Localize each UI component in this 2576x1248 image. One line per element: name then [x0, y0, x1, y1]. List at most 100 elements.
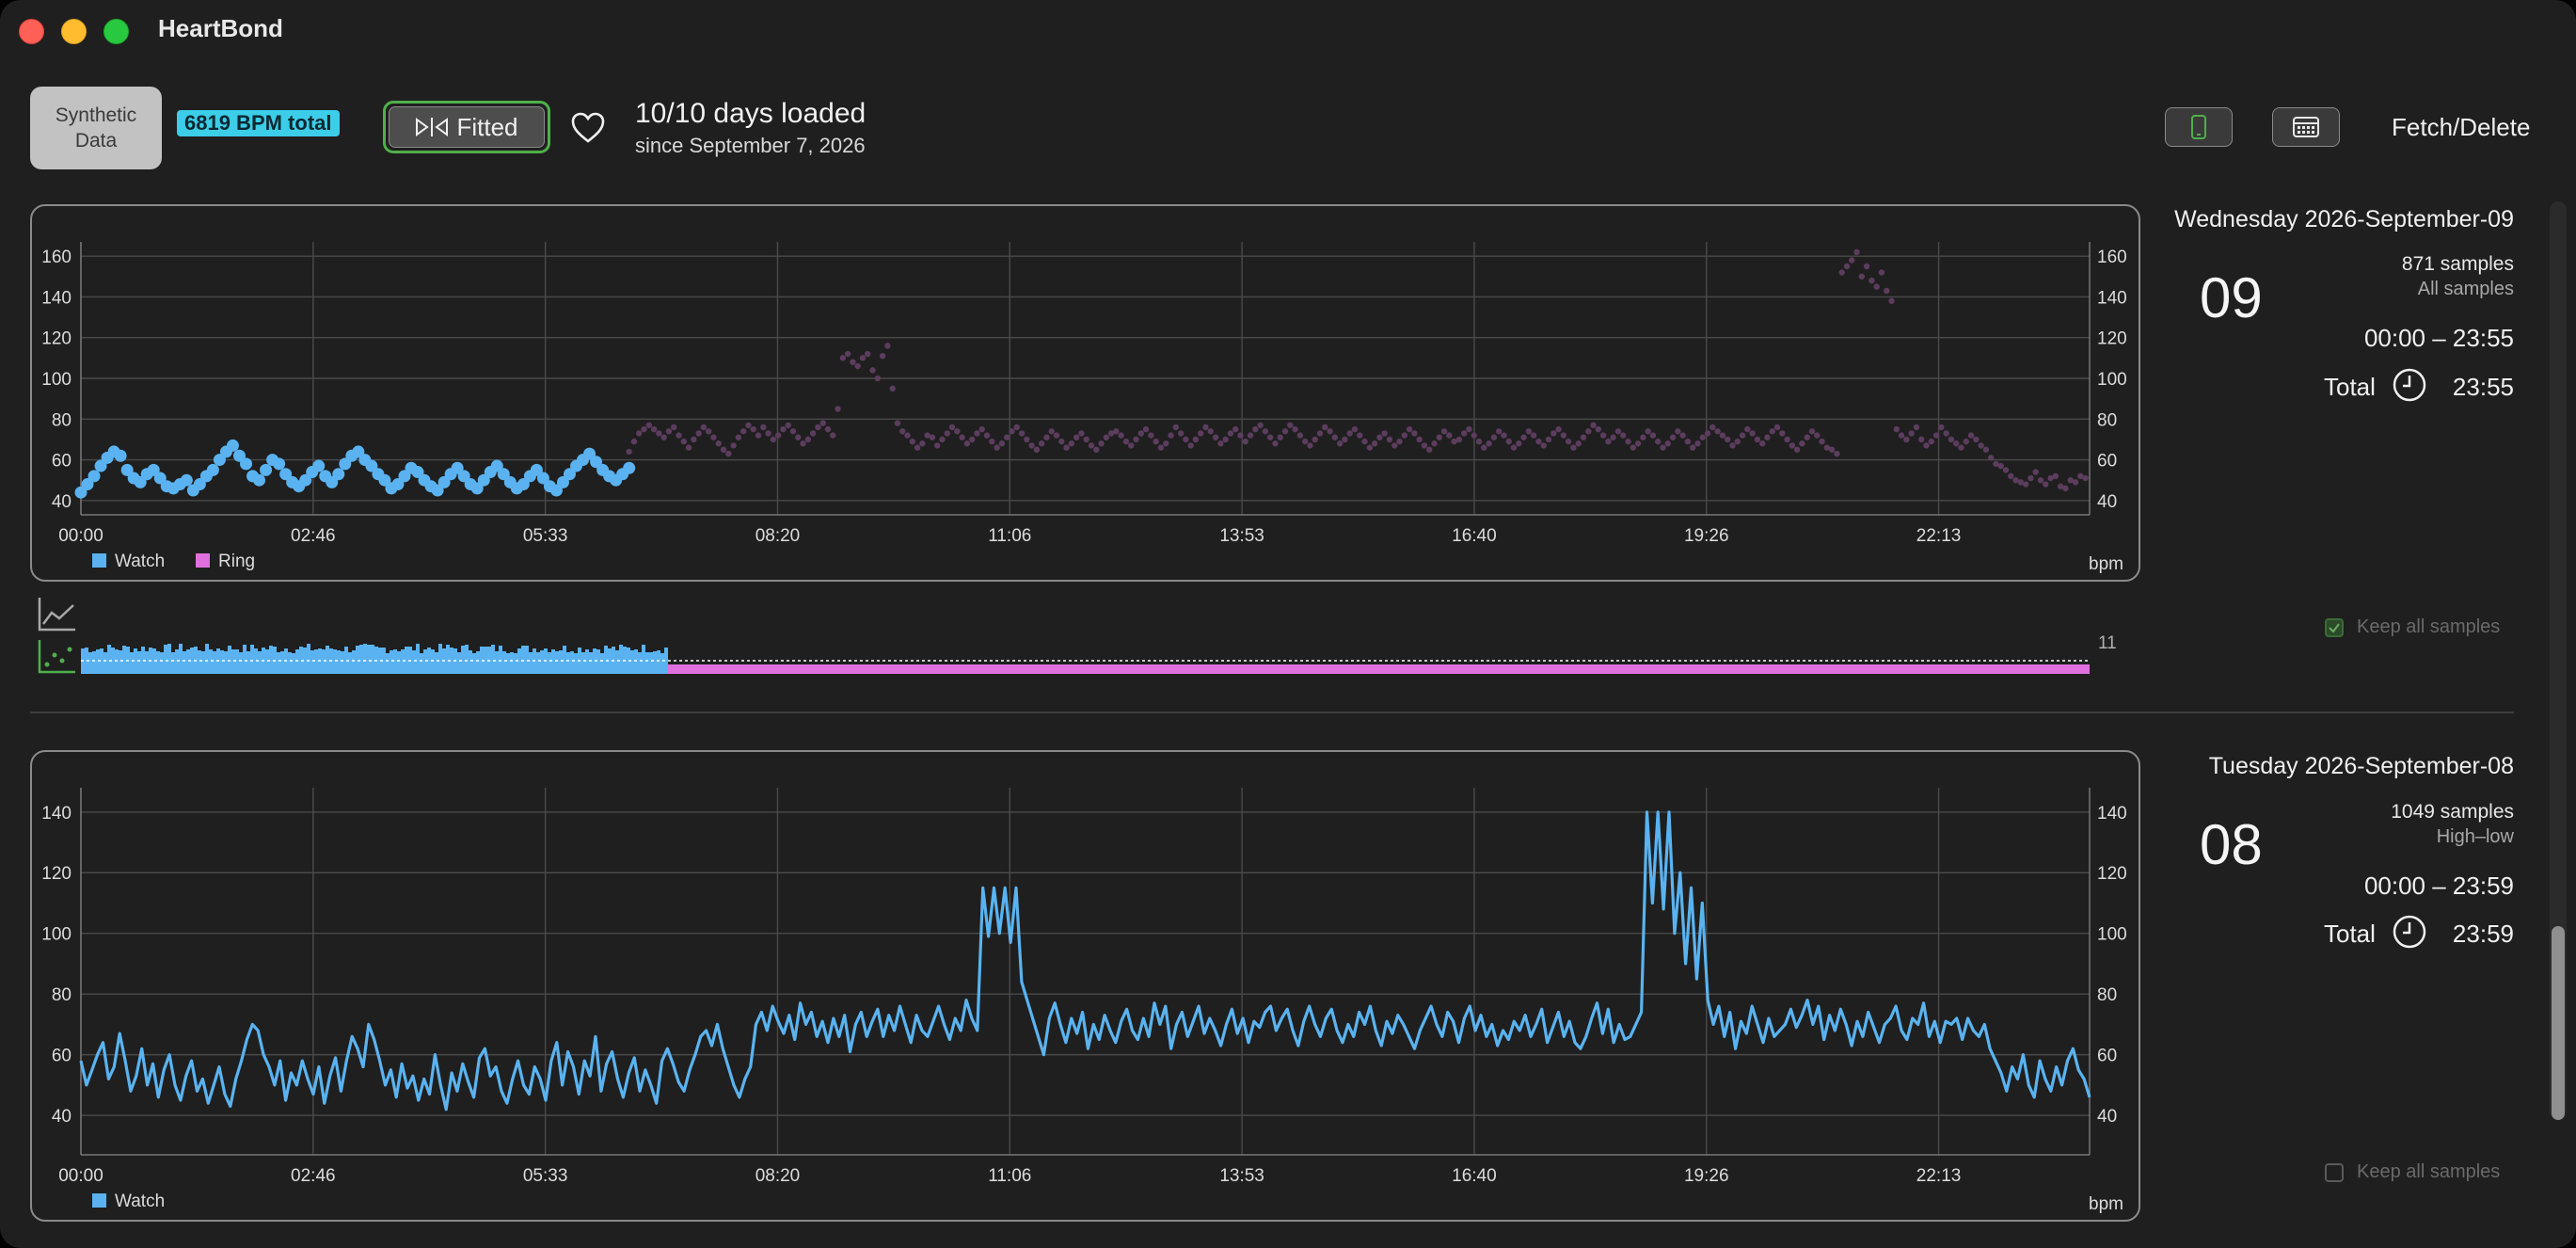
- ring-point: [1505, 438, 1512, 445]
- watch-point: [332, 468, 345, 481]
- watch-density-bar: [356, 646, 359, 674]
- ring-point: [2072, 479, 2079, 486]
- day2-keep-all-checkbox[interactable]: [2325, 1162, 2344, 1182]
- ring-point: [830, 432, 836, 439]
- ring-point: [730, 442, 737, 449]
- watch-density-bar: [634, 649, 638, 674]
- ring-point: [1351, 425, 1359, 433]
- watch-source-button[interactable]: [2165, 107, 2233, 147]
- legend-label-watch: Watch: [115, 1192, 165, 1211]
- watch-density-bar: [435, 652, 438, 674]
- watch-point: [147, 463, 160, 476]
- day1-sample-count: 871 samples: [2401, 253, 2514, 275]
- ring-point: [884, 343, 891, 349]
- ring-point: [1316, 430, 1324, 437]
- watch-point: [299, 473, 312, 487]
- ring-point: [1058, 438, 1065, 445]
- watch-density-bar: [352, 650, 356, 674]
- x-tick-label: 02:46: [291, 1166, 336, 1186]
- watch-density-bar: [566, 652, 570, 674]
- ring-point: [1535, 438, 1542, 445]
- watch-density-bar: [484, 647, 487, 674]
- heart-icon[interactable]: [570, 111, 606, 145]
- ring-point: [1098, 440, 1105, 447]
- ring-point: [1376, 434, 1383, 440]
- watch-density-bar: [363, 644, 367, 674]
- ring-point: [1122, 438, 1130, 445]
- day1-heart-rate-chart[interactable]: 00:00 02:46 05:33 08:20 11:06 13:53 16:40 19:26…: [32, 206, 2139, 580]
- ring-point: [1217, 440, 1224, 447]
- watch-density-bar: [438, 644, 442, 674]
- ring-point: [1406, 425, 1413, 433]
- watch-density-bar: [645, 652, 649, 674]
- calendar-button[interactable]: [2272, 107, 2340, 147]
- watch-density-bar: [390, 650, 393, 674]
- watch-density-bar: [514, 653, 517, 674]
- legend-swatch-ring: [196, 553, 210, 568]
- y-tick-label-right: 140: [2097, 804, 2127, 824]
- day1-keep-all-samples[interactable]: Keep all samples: [2325, 616, 2500, 638]
- ring-point: [1386, 436, 1393, 443]
- ring-point: [1312, 436, 1318, 443]
- fetch-delete-button[interactable]: Fetch/Delete: [2392, 113, 2531, 141]
- ring-point: [1421, 442, 1428, 449]
- day1-keep-all-checkbox[interactable]: [2325, 617, 2344, 637]
- ring-point: [894, 420, 901, 426]
- ring-point: [1142, 425, 1150, 433]
- watch-density-bar: [420, 653, 423, 674]
- watch-density-bar: [265, 649, 269, 674]
- ring-point: [1570, 444, 1577, 451]
- watch-density-bar: [307, 644, 310, 674]
- watch-density-bar: [431, 649, 435, 674]
- watch-density-bar: [228, 646, 231, 674]
- watch-point: [536, 472, 549, 485]
- ring-point: [1858, 273, 1866, 280]
- ring-point: [819, 420, 826, 426]
- watch-density-bar: [209, 649, 213, 674]
- zoom-window-button[interactable]: [103, 19, 129, 44]
- y-tick-label-left: 60: [52, 1047, 72, 1066]
- watch-density-bar: [608, 648, 612, 674]
- ring-point: [1828, 446, 1836, 453]
- watch-density-bar: [280, 651, 284, 674]
- ring-point: [1431, 440, 1438, 447]
- ring-point: [839, 355, 847, 361]
- watch-density-bar: [322, 649, 326, 674]
- scrollbar-track[interactable]: [2550, 201, 2567, 1120]
- ring-point: [1510, 444, 1518, 451]
- ring-point: [706, 428, 712, 435]
- day2-keep-all-samples[interactable]: Keep all samples: [2325, 1161, 2500, 1183]
- y-tick-label-left: 40: [52, 492, 72, 512]
- day2-heart-rate-chart[interactable]: 00:00 02:46 05:33 08:20 11:06 13:53 16:40 19:26…: [32, 752, 2139, 1220]
- minimize-window-button[interactable]: [61, 19, 87, 44]
- ring-point: [1928, 438, 1934, 445]
- ring-point: [1834, 450, 1840, 457]
- ring-point: [865, 350, 871, 358]
- ring-point: [1068, 440, 1075, 447]
- synthetic-data-button[interactable]: Synthetic Data: [30, 87, 162, 169]
- ring-point: [983, 432, 991, 439]
- ring-point: [1088, 442, 1095, 449]
- fitted-toggle-button[interactable]: Fitted: [389, 106, 545, 148]
- ring-point: [1799, 440, 1805, 447]
- watch-point: [549, 484, 563, 497]
- scrollbar-thumb[interactable]: [2552, 926, 2565, 1120]
- ring-point: [1719, 432, 1726, 439]
- ring-point: [1849, 257, 1855, 264]
- close-window-button[interactable]: [19, 19, 44, 44]
- ring-point: [944, 430, 950, 437]
- watch-point: [352, 445, 365, 458]
- ring-point: [824, 425, 832, 433]
- watch-density-bar: [653, 651, 657, 674]
- line-mode-icon[interactable]: [36, 596, 79, 633]
- watch-density-bar: [239, 652, 243, 674]
- watch-density-bar: [510, 652, 514, 674]
- watch-density-bar: [405, 647, 408, 674]
- ring-point: [2082, 474, 2089, 482]
- ring-point: [1183, 436, 1189, 443]
- watch-density-bar: [145, 651, 149, 674]
- scatter-mode-icon[interactable]: [36, 638, 79, 676]
- y-tick-label-right: 120: [2097, 329, 2127, 349]
- ring-point: [1599, 432, 1607, 439]
- ring-point: [2043, 481, 2049, 488]
